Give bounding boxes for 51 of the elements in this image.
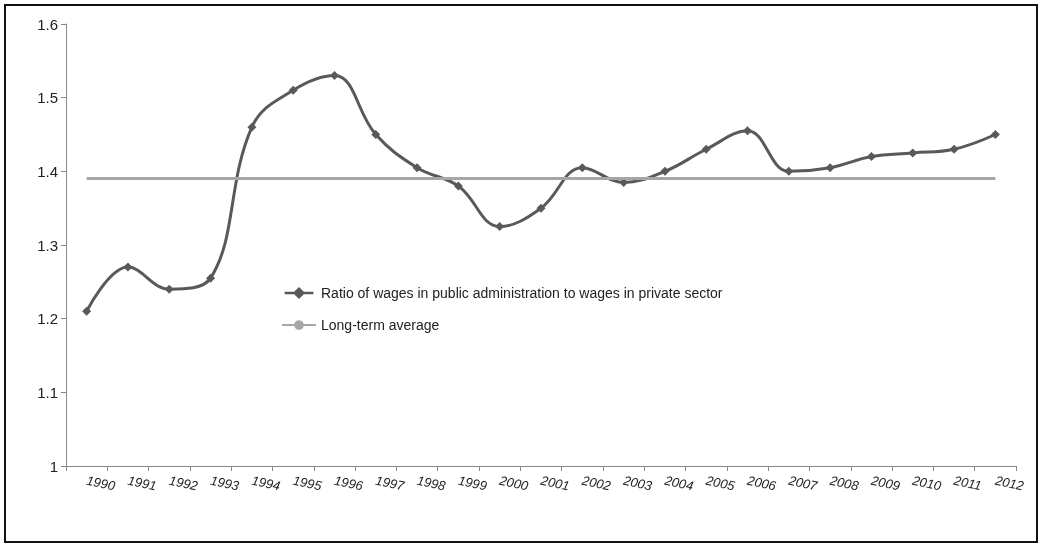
x-tick-label: 1991 [126,472,158,494]
point [990,130,1000,139]
x-tick-label: 2000 [497,472,531,494]
x-tick-label: 1995 [291,472,324,494]
x-tick-label: 2003 [621,472,655,494]
x-tick-label: 1998 [415,472,448,494]
x-tick-label: 2009 [868,472,902,494]
point [577,163,587,173]
x-tick-label: 1990 [85,472,118,494]
x-tick-label: 1997 [374,472,407,494]
point [825,163,835,173]
x-tick-label: 2011 [951,472,983,494]
x-tick-label: 2006 [744,472,779,494]
point [412,163,422,173]
point [164,284,174,294]
y-tick-label: 1.1 [37,383,58,401]
x-tick-label: 1992 [167,472,200,494]
y-tick-label: 1.3 [37,236,58,254]
point [949,144,959,154]
legend-label: Ratio of wages in public administration to wages in private sector [321,285,723,301]
point [701,144,711,154]
x-tick-label: 2002 [579,472,613,494]
x-tick-label: 2001 [538,472,571,494]
y-tick-label: 1.5 [37,89,58,107]
y-tick-label: 1 [49,457,58,475]
x-tick-label: 2005 [703,472,737,494]
point [206,273,216,283]
point [660,166,670,176]
x-tick-label: 2008 [827,472,861,494]
point [371,130,381,139]
point [784,166,794,176]
x-tick-label: 1993 [209,472,242,494]
x-tick-label: 1996 [332,472,366,494]
point [866,152,876,162]
x-tick-label: 2010 [910,472,944,494]
legend-label: Long-term average [321,317,440,333]
point [536,203,546,213]
point [123,262,133,272]
point [288,85,298,95]
point [247,122,257,132]
point [495,222,505,232]
y-tick-label: 1.6 [37,15,58,33]
point [82,306,92,316]
y-tick-label: 1.2 [37,310,58,328]
x-tick-label: 1999 [456,472,489,494]
point [453,181,463,191]
y-tick-label: 1.4 [37,162,58,180]
x-tick-label: 2007 [786,472,820,494]
x-tick-label: 2012 [992,472,1026,494]
x-tick-label: 2004 [662,472,695,494]
x-tick-label: 1994 [250,472,282,494]
